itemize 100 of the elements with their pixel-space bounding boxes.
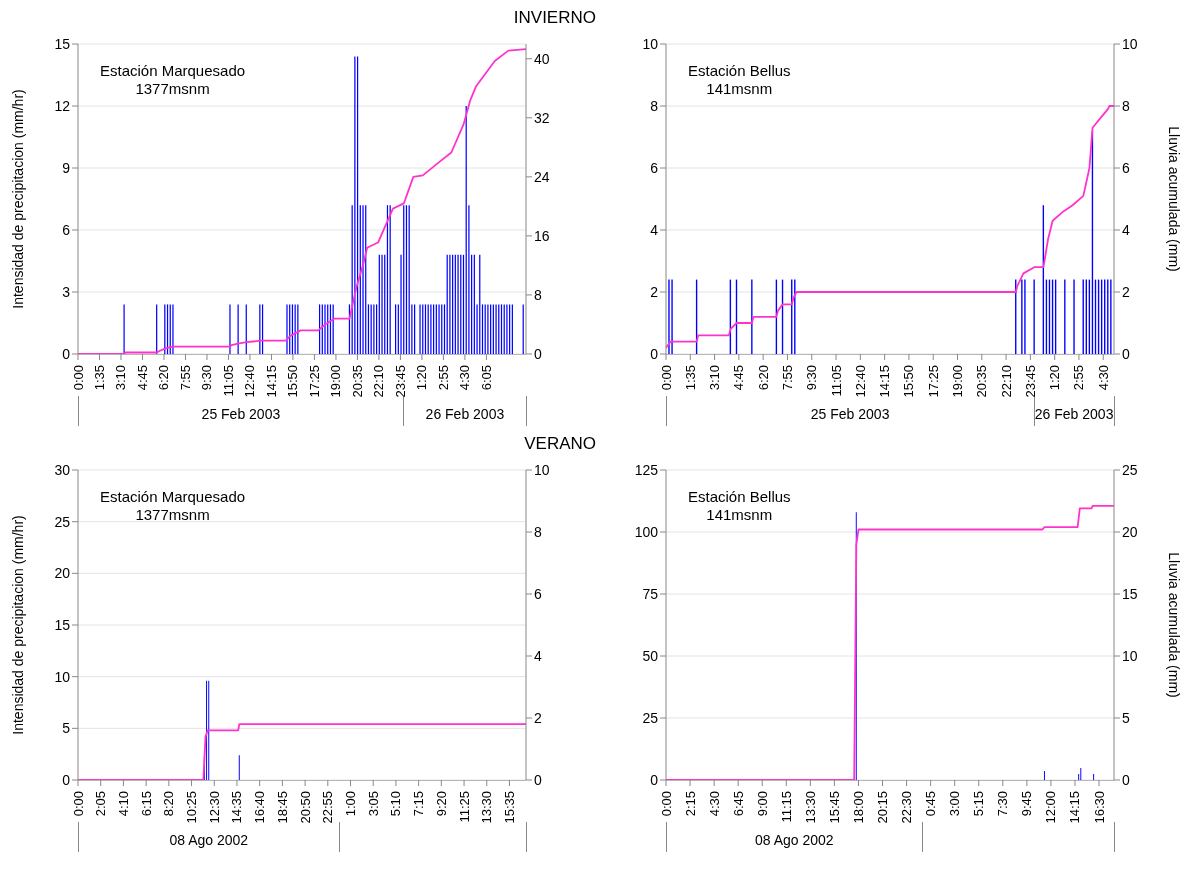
- x-tick-label: 9:00: [754, 791, 770, 817]
- y-tick-label: 0: [650, 345, 659, 362]
- x-tick-label: 8:20: [161, 791, 177, 817]
- y-tick-label: 15: [54, 616, 71, 633]
- y-tick-label: 2: [650, 283, 659, 300]
- annotation: Estación Bellus 141msnm: [688, 62, 791, 98]
- x-tick-label: 0:00: [658, 791, 674, 817]
- y-tick-label: 12: [54, 97, 71, 114]
- text: VERANO: [523, 434, 596, 455]
- y2-tick-label: 8: [1122, 97, 1130, 114]
- x-tick-label: 22:10: [998, 365, 1014, 398]
- y-tick-label: 25: [54, 513, 71, 530]
- y2-tick-label: 16: [534, 227, 550, 244]
- x-tick-label: 6:20: [755, 365, 771, 391]
- x-tick-label: 15:35: [501, 791, 517, 824]
- y-tick-label: 75: [642, 585, 659, 602]
- x-tick-label: 0:00: [70, 365, 86, 391]
- y2-tick-label: 25: [1122, 461, 1138, 478]
- chart-title: INVIERNO: [512, 8, 596, 29]
- y-tick-label: 8: [650, 97, 659, 114]
- y2-tick-label: 40: [534, 50, 550, 67]
- y-tick-label: 0: [62, 345, 71, 362]
- x-tick-label: 23:45: [392, 365, 408, 398]
- y-tick-label: 100: [634, 523, 659, 540]
- x-tick-label: 5:10: [388, 791, 404, 817]
- y-tick-label: 30: [54, 461, 71, 478]
- x-tick-label: 3:10: [707, 365, 723, 391]
- x-tick-label: 11:05: [828, 365, 844, 397]
- y2-axis-title: Lluvia acumulada (mm): [1166, 552, 1183, 698]
- annotation: Estación Marquesado 1377msnm: [100, 62, 246, 98]
- y2-tick-label: 2: [1122, 283, 1130, 300]
- x-tick-label: 13:30: [479, 791, 495, 824]
- x-tick-label: 2:55: [1071, 365, 1087, 391]
- y2-tick-label: 5: [1122, 709, 1130, 726]
- y2-axis-title: Lluvia acumulada (mm): [1166, 126, 1183, 272]
- x-tick-label: 3:05: [365, 791, 381, 817]
- x-tick-label: 11:05: [220, 365, 236, 397]
- x-tick-label: 14:15: [1067, 791, 1083, 824]
- y-tick-label: 125: [634, 461, 659, 478]
- x-tick-label: 12:30: [206, 791, 222, 824]
- y-tick-label: 4: [650, 221, 659, 238]
- x-tick-label: 1:20: [1047, 365, 1063, 391]
- y2-tick-label: 20: [1122, 523, 1138, 540]
- y-tick-label: 20: [54, 565, 71, 582]
- x-tick-label: 20:15: [875, 791, 891, 824]
- x-tick-label: 15:45: [826, 791, 842, 824]
- x-tick-label: 10:25: [184, 791, 200, 824]
- x-tick-label: 19:00: [328, 365, 344, 398]
- x-tick-label: 9:45: [1019, 791, 1035, 817]
- x-tick-label: 2:15: [682, 791, 698, 817]
- x-tick-label: 0:00: [658, 365, 674, 391]
- x-tick-label: 14:35: [229, 791, 245, 824]
- x-tick-label: 7:30: [995, 791, 1011, 817]
- x-tick-label: 17:25: [925, 365, 941, 398]
- y2-tick-label: 2: [534, 709, 542, 726]
- x-tick-label: 22:10: [371, 365, 387, 398]
- x-tick-label: 22:30: [899, 791, 915, 824]
- y2-tick-label: 8: [534, 286, 542, 303]
- x-tick-label: 9:30: [199, 365, 215, 391]
- y-tick-label: 9: [62, 159, 71, 176]
- x-tick-label: 22:55: [320, 791, 336, 824]
- y-tick-label: 10: [54, 668, 71, 685]
- y2-tick-label: 6: [1122, 159, 1130, 176]
- x-tick-label: 1:35: [91, 365, 107, 391]
- x-tick-label: 0:45: [923, 791, 939, 817]
- x-tick-label: 6:15: [138, 791, 154, 817]
- x-tick-label: 16:40: [252, 791, 268, 824]
- y2-tick-label: 6: [534, 585, 542, 602]
- y-tick-label: 50: [642, 647, 659, 664]
- y2-tick-label: 0: [534, 345, 542, 362]
- x-tick-label: 2:05: [93, 791, 109, 817]
- y2-tick-label: 10: [1122, 647, 1138, 664]
- text: 25 Feb 2003: [810, 406, 890, 422]
- x-tick-label: 6:45: [730, 791, 746, 817]
- text: 25 Feb 2003: [201, 406, 281, 422]
- x-tick-label: 9:20: [433, 791, 449, 817]
- y2-tick-label: 15: [1122, 585, 1138, 602]
- text: 08 Ago 2002: [754, 832, 834, 848]
- x-tick-label: 20:35: [974, 365, 990, 398]
- annotation: Estación Bellus 141msnm: [688, 488, 791, 524]
- x-tick-label: 20:35: [349, 365, 365, 398]
- x-tick-label: 3:10: [113, 365, 129, 391]
- text: 26 Feb 2003: [425, 406, 505, 422]
- x-tick-label: 3:00: [947, 791, 963, 817]
- x-tick-label: 18:00: [850, 791, 866, 824]
- x-tick-label: 6:20: [156, 365, 172, 391]
- x-tick-label: 1:20: [414, 365, 430, 391]
- x-tick-label: 7:15: [411, 791, 427, 817]
- x-tick-label: 9:30: [804, 365, 820, 391]
- x-tick-label: 1:35: [682, 365, 698, 391]
- y-axis-title: Intensidad de precipitacion (mm/hr): [9, 89, 26, 309]
- x-tick-label: 15:50: [901, 365, 917, 398]
- x-tick-label: 2:55: [435, 365, 451, 391]
- x-tick-label: 5:15: [971, 791, 987, 817]
- x-tick-label: 1:00: [343, 791, 359, 817]
- y2-tick-label: 10: [534, 461, 550, 478]
- x-tick-label: 7:55: [177, 365, 193, 391]
- y2-tick-label: 32: [534, 109, 550, 126]
- x-tick-label: 19:00: [950, 365, 966, 398]
- y2-tick-label: 4: [1122, 221, 1130, 238]
